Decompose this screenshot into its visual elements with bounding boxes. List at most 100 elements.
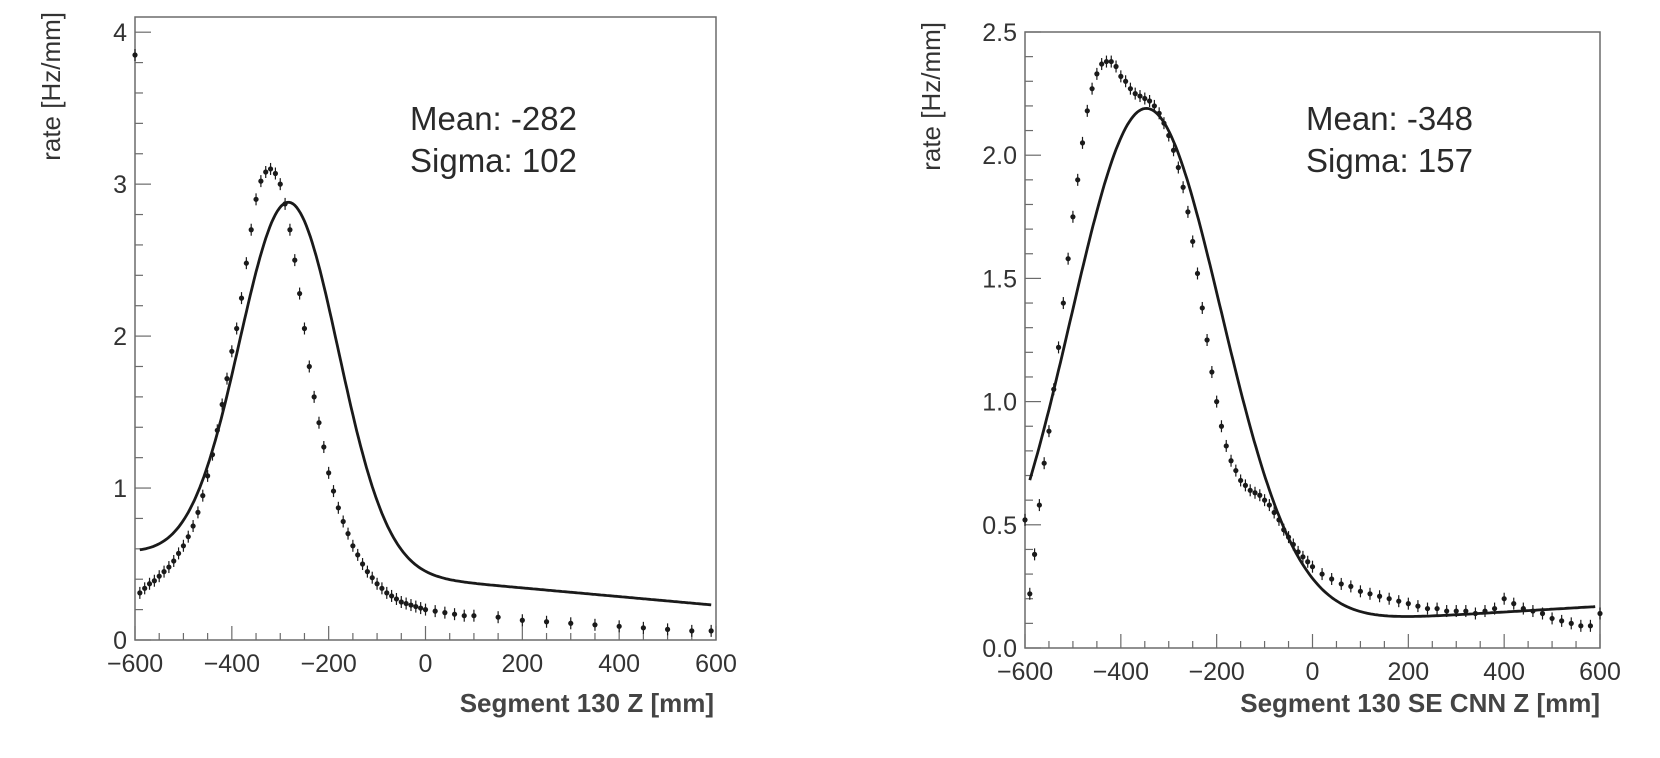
data-point — [1549, 615, 1555, 622]
data-point — [1386, 596, 1392, 602]
x-tick-label: 200 — [1387, 658, 1429, 686]
y-axis-label: rate [Hz/mm] — [36, 12, 66, 161]
data-point — [316, 420, 322, 426]
data-point — [432, 608, 438, 614]
data-point — [340, 518, 346, 525]
data-point — [640, 625, 646, 631]
data-point — [1060, 300, 1066, 306]
data-point — [708, 628, 714, 634]
data-point — [267, 166, 274, 172]
data-point — [1209, 369, 1215, 375]
data-point — [568, 620, 574, 626]
data-point — [393, 596, 400, 602]
data-point — [1568, 620, 1574, 626]
data-point — [1170, 147, 1177, 153]
y-tick-label: 0.5 — [982, 512, 1017, 540]
annotation-mean: Mean: -282 — [410, 100, 577, 137]
data-point — [422, 607, 429, 613]
data-point — [1238, 477, 1244, 484]
data-point — [1151, 103, 1157, 109]
data-point — [190, 523, 196, 529]
data-point — [1511, 601, 1517, 607]
data-point — [398, 599, 404, 605]
data-point — [1089, 86, 1095, 92]
data-point — [1444, 608, 1450, 614]
data-point — [1329, 576, 1335, 582]
data-point — [1036, 502, 1042, 508]
right-chart-panel: Mean: -348 Sigma: 157 Segment 130 SE CNN… — [880, 0, 1660, 758]
data-point — [345, 531, 351, 537]
data-point — [359, 561, 366, 567]
data-point — [350, 543, 356, 549]
data-point — [1103, 58, 1110, 65]
data-point — [1108, 58, 1114, 65]
data-point — [543, 619, 550, 625]
data-point — [1094, 71, 1100, 77]
data-point — [229, 348, 235, 354]
x-tick-label: −600 — [997, 658, 1053, 686]
data-point — [224, 376, 230, 382]
data-point — [1132, 91, 1138, 97]
data-point — [1247, 487, 1253, 493]
data-point — [461, 613, 467, 619]
x-axis-label: Segment 130 Z [mm] — [460, 688, 714, 718]
data-point — [616, 623, 622, 629]
x-tick-label: −600 — [107, 650, 163, 678]
data-point — [1142, 95, 1148, 102]
data-point — [1113, 63, 1119, 70]
data-point — [1539, 610, 1546, 617]
data-point — [263, 169, 269, 175]
data-point — [519, 617, 525, 623]
data-point — [185, 534, 191, 540]
data-point — [258, 178, 264, 184]
data-point — [146, 581, 153, 587]
data-point — [200, 493, 206, 499]
data-point — [1084, 108, 1090, 114]
y-tick-label: 0 — [113, 627, 127, 655]
data-point — [1587, 623, 1594, 629]
data-point — [1146, 98, 1153, 104]
data-point — [1055, 344, 1062, 350]
data-point — [495, 614, 501, 620]
data-point — [1218, 423, 1225, 429]
data-point — [1123, 78, 1129, 84]
data-point — [369, 575, 375, 581]
y-tick-label: 3 — [113, 171, 127, 199]
data-point — [1027, 591, 1033, 597]
x-tick-label: 600 — [695, 650, 737, 678]
fit-curve — [139, 200, 712, 607]
data-point — [1079, 140, 1086, 146]
data-point — [142, 585, 148, 591]
data-point — [1127, 86, 1134, 92]
data-point — [442, 610, 448, 616]
data-point — [1357, 588, 1364, 594]
data-point — [689, 628, 695, 634]
data-point — [1070, 214, 1076, 220]
x-tick-label: −200 — [301, 650, 357, 678]
x-tick-label: −400 — [204, 650, 260, 678]
data-point — [1453, 608, 1459, 614]
data-point — [413, 603, 419, 610]
data-point — [451, 611, 458, 617]
data-point — [1300, 554, 1306, 560]
data-point — [379, 585, 385, 591]
data-point — [234, 325, 240, 332]
data-point — [408, 602, 414, 608]
data-point — [1175, 164, 1181, 171]
data-point — [1065, 256, 1071, 262]
x-tick-label: 200 — [501, 650, 543, 678]
data-point — [1463, 608, 1469, 614]
data-point — [166, 564, 172, 570]
data-point — [1578, 623, 1584, 629]
data-point — [243, 260, 249, 266]
data-point — [330, 488, 337, 494]
data-point — [1597, 610, 1603, 617]
data-point — [355, 552, 361, 558]
data-point — [1415, 603, 1421, 609]
data-point — [1319, 571, 1325, 577]
x-tick-label: −400 — [1093, 658, 1149, 686]
data-point — [272, 170, 279, 177]
data-point — [306, 363, 312, 370]
left-chart: Mean: -282 Sigma: 102 Segment 130 Z [mm]… — [36, 12, 737, 718]
data-point — [292, 257, 298, 263]
